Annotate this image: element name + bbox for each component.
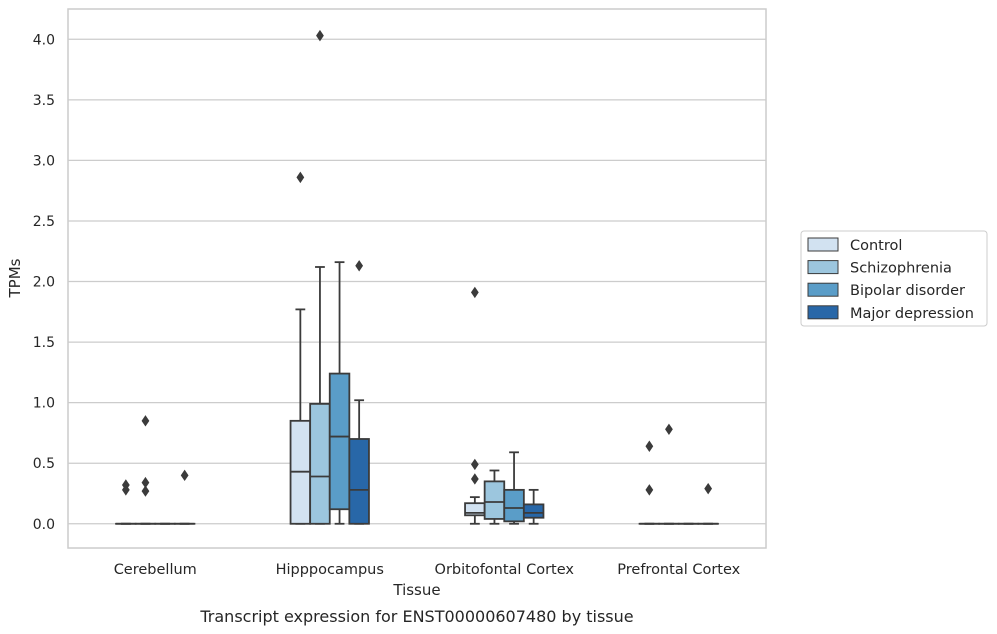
iqr-box [309, 402, 331, 525]
x-tick-label: Orbitofontal Cortex [435, 562, 575, 578]
outlier-point [645, 440, 654, 452]
box-3-1 [658, 423, 680, 525]
box-2-0 [464, 286, 486, 525]
outlier-point [470, 286, 479, 299]
iqr-box [483, 480, 506, 520]
outlier-point [470, 473, 479, 485]
y-tick-label: 4.0 [33, 32, 55, 48]
box-1-1 [309, 29, 331, 525]
legend-label: Major depression [850, 306, 974, 322]
box-2-1 [483, 469, 506, 525]
plot-area-frame [67, 8, 767, 549]
box-groups [115, 29, 719, 525]
outlier-point [645, 484, 654, 496]
box-0-3 [173, 469, 196, 525]
y-tick-label: 3.5 [33, 93, 55, 109]
legend-label: Schizophrenia [850, 261, 952, 277]
outlier-point [704, 482, 713, 495]
box-3-3 [697, 482, 719, 525]
y-axis-ticks: 0.0 0.5 1.0 1.5 2.0 2.5 3.0 3.5 4.0 [33, 32, 55, 532]
outlier-point [141, 415, 150, 427]
iqr-box [348, 438, 370, 525]
y-tick-label: 1.0 [33, 396, 55, 412]
outlier-point [296, 171, 305, 184]
x-axis-ticks: Cerebellum Hipppocampus Orbitofontal Corte… [114, 562, 741, 578]
box-0-0 [115, 479, 137, 525]
outlier-point [355, 260, 364, 272]
iqr-box [328, 372, 351, 511]
box-1-0 [289, 171, 312, 525]
y-tick-label: 2.0 [33, 275, 55, 291]
legend-swatch [807, 282, 839, 297]
box-1-3 [348, 260, 370, 525]
grid-lines [68, 38, 766, 525]
y-tick-label: 2.5 [33, 214, 55, 230]
legend-label: Bipolar disorder [850, 283, 965, 299]
legend-label: Control [850, 238, 902, 254]
x-tick-label: Cerebellum [114, 562, 197, 578]
box-2-3 [522, 488, 545, 525]
x-tick-label: Hipppocampus [276, 562, 384, 578]
outlier-point [141, 485, 150, 497]
x-axis-label: Tissue [392, 581, 440, 599]
outlier-point [316, 29, 324, 42]
x-tick-label: Prefrontal Cortex [617, 562, 740, 578]
iqr-box [503, 488, 525, 523]
outlier-point [665, 423, 673, 436]
outlier-point [121, 484, 130, 496]
legend-swatch [807, 305, 839, 320]
y-tick-label: 0.5 [33, 456, 55, 472]
y-tick-label: 3.0 [33, 153, 55, 169]
outlier-point [180, 469, 189, 482]
chart-caption: Transcript expression for ENST0000060748… [199, 607, 633, 626]
box-0-1 [134, 415, 157, 525]
iqr-box [522, 503, 545, 519]
outlier-point [470, 458, 479, 471]
y-axis-label: TPMs [6, 258, 24, 298]
box-1-2 [328, 261, 351, 525]
y-tick-label: 0.0 [33, 517, 55, 533]
legend-swatch [807, 260, 839, 275]
legend-swatch [807, 237, 839, 252]
legend: Control Schizophrenia Bipolar disorder Majo… [800, 230, 988, 327]
box-3-0 [638, 440, 661, 525]
legend-frame [800, 230, 988, 327]
y-tick-label: 1.5 [33, 335, 55, 351]
